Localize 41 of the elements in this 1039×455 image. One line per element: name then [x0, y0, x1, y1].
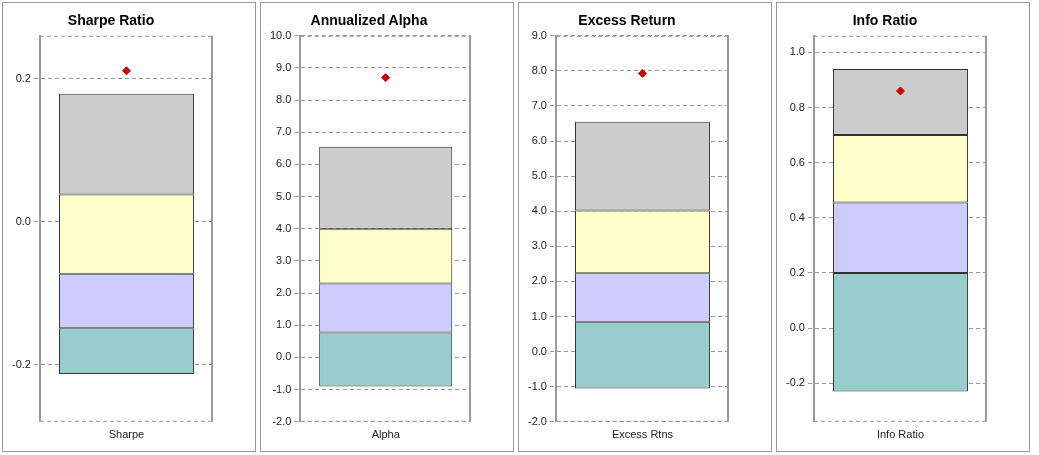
- y-tick-label: 0.0: [15, 214, 31, 227]
- y-tick-label: 0.2: [15, 71, 31, 84]
- chart-title: Sharpe Ratio: [67, 12, 155, 29]
- y-tick-label: -0.2: [785, 376, 805, 389]
- y-tick-label: -1.0: [527, 379, 547, 392]
- y-tick-label: 0.2: [789, 265, 805, 278]
- y-tick-label: -2.0: [272, 414, 292, 427]
- y-tick-label: 9.0: [531, 28, 547, 41]
- chart-title: Excess Return: [578, 12, 676, 29]
- y-tick-label: 4.0: [531, 204, 547, 217]
- y-tick-label: 1.0: [276, 318, 292, 331]
- y-tick-label: 0.6: [789, 155, 805, 168]
- y-tick-label: 7.0: [531, 99, 547, 112]
- y-tick-label: 0.8: [789, 100, 805, 113]
- y-tick-label: 8.0: [531, 63, 547, 76]
- y-tick-label: 10.0: [269, 28, 292, 41]
- y-tick-label: 7.0: [276, 125, 292, 138]
- y-tick-label: -2.0: [527, 414, 547, 427]
- x-tick-label: Alpha: [371, 428, 401, 441]
- y-tick-label: 0.4: [789, 210, 805, 223]
- y-tick-label: 6.0: [531, 134, 547, 147]
- y-tick-label: 8.0: [276, 93, 292, 106]
- y-tick-label: 5.0: [531, 169, 547, 182]
- y-tick-label: 3.0: [531, 239, 547, 252]
- y-tick-label: -0.2: [11, 357, 31, 370]
- y-tick-label: 0.0: [531, 344, 547, 357]
- y-tick-label: -1.0: [272, 382, 292, 395]
- y-tick-label: 2.0: [531, 274, 547, 287]
- x-tick-label: Sharpe: [108, 428, 145, 441]
- chart-title: Annualized Alpha: [310, 12, 428, 29]
- y-tick-label: 6.0: [276, 157, 292, 170]
- y-tick-label: 0.0: [276, 350, 292, 363]
- y-tick-label: 5.0: [276, 189, 292, 202]
- y-tick-label: 3.0: [276, 254, 292, 266]
- y-tick-label: 9.0: [276, 61, 292, 73]
- y-tick-label: 2.0: [276, 286, 292, 299]
- y-tick-label: 4.0: [276, 221, 292, 234]
- y-tick-label: 0.0: [789, 321, 805, 334]
- x-tick-label: Excess Rtns: [611, 428, 674, 441]
- y-tick-label: 1.0: [789, 45, 805, 58]
- y-tick-label: 1.0: [531, 309, 547, 322]
